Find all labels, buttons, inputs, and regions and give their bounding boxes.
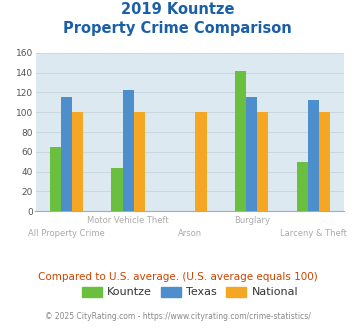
Bar — [72, 112, 83, 211]
Text: Larceny & Theft: Larceny & Theft — [280, 229, 347, 238]
Text: Motor Vehicle Theft: Motor Vehicle Theft — [87, 216, 169, 225]
Bar — [61, 97, 72, 211]
Bar — [246, 97, 257, 211]
Bar — [134, 112, 145, 211]
Text: All Property Crime: All Property Crime — [28, 229, 105, 238]
Bar — [196, 112, 207, 211]
Text: Property Crime Comparison: Property Crime Comparison — [63, 21, 292, 36]
Text: 2019 Kountze: 2019 Kountze — [121, 2, 234, 16]
Text: Arson: Arson — [178, 229, 202, 238]
Text: Compared to U.S. average. (U.S. average equals 100): Compared to U.S. average. (U.S. average … — [38, 272, 317, 282]
Bar — [297, 162, 308, 211]
Bar — [257, 112, 268, 211]
Legend: Kountze, Texas, National: Kountze, Texas, National — [78, 283, 302, 301]
Bar — [50, 147, 61, 211]
Bar — [235, 71, 246, 211]
Bar — [308, 100, 319, 211]
Text: Burglary: Burglary — [234, 216, 270, 225]
Bar — [319, 112, 330, 211]
Bar — [122, 90, 134, 211]
Text: © 2025 CityRating.com - https://www.cityrating.com/crime-statistics/: © 2025 CityRating.com - https://www.city… — [45, 312, 310, 321]
Bar — [111, 168, 122, 211]
